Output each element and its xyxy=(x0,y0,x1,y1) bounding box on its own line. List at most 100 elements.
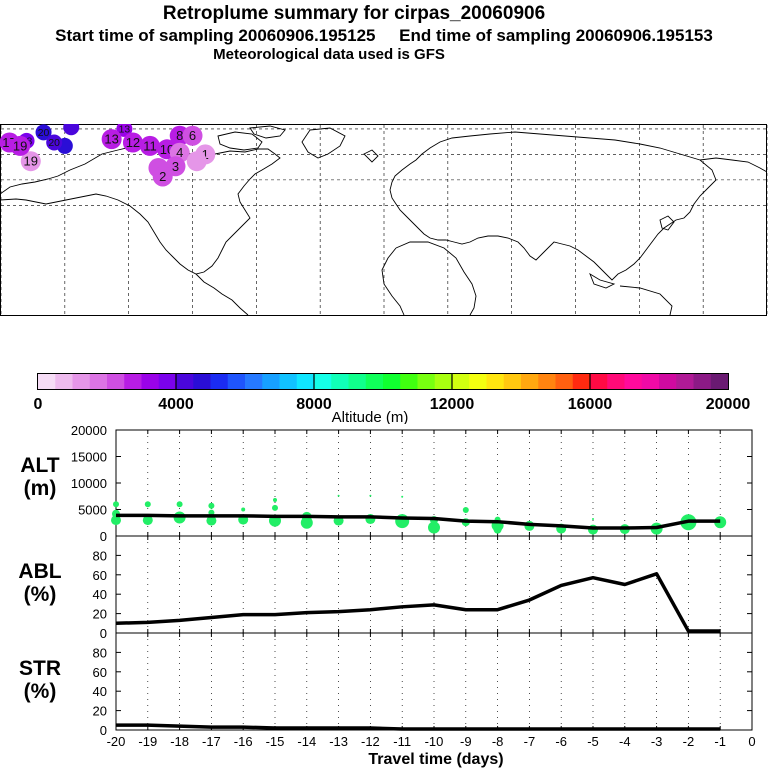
x-tick-label: -2 xyxy=(683,734,695,749)
y-tick-label: 20000 xyxy=(71,423,107,438)
colorbar-ticks: 0 4000 8000 12000 16000 20000 xyxy=(34,374,751,413)
trajectory-dot xyxy=(10,135,31,156)
x-tick-label: -4 xyxy=(619,734,631,749)
altitude-dot xyxy=(337,494,340,497)
trajectory-point xyxy=(63,124,80,136)
x-tick-label: 0 xyxy=(748,734,755,749)
colorbar-cell xyxy=(434,374,453,389)
coastlines xyxy=(0,125,768,316)
altitude-dot xyxy=(241,507,246,512)
y-axis-label: (m) xyxy=(24,477,57,500)
colorbar-cell xyxy=(38,374,56,389)
y-tick-label: 10000 xyxy=(71,476,107,491)
trajectory-point: 20 xyxy=(46,134,63,151)
y-tick-label: 40 xyxy=(93,587,107,602)
colorbar-tick-label: 8000 xyxy=(296,396,332,413)
y-tick-label: 60 xyxy=(93,568,107,583)
x-tick-label: -13 xyxy=(329,734,348,749)
altitude-dot xyxy=(592,518,594,521)
colorbar-cell xyxy=(279,374,298,389)
trajectory-day-label: 1 xyxy=(202,147,209,162)
y-tick-label: 20 xyxy=(93,607,107,622)
colorbar-cell xyxy=(193,374,211,389)
x-tick-label: -5 xyxy=(587,734,599,749)
altitude-dot xyxy=(144,501,151,508)
altitude-dot xyxy=(206,515,217,526)
trajectory-dot xyxy=(182,125,203,146)
colorbar-cell xyxy=(365,374,384,389)
colorbar-cell xyxy=(624,374,643,389)
x-tick-label: -1 xyxy=(714,734,726,749)
colorbar-cell xyxy=(486,374,505,389)
trajectory-dot xyxy=(20,151,41,172)
colorbar-cell xyxy=(314,374,332,389)
altitude-dot xyxy=(300,516,313,529)
trajectory-point: 12 xyxy=(122,132,143,153)
trajectory-day-label: 13 xyxy=(119,125,131,136)
colorbar-cell xyxy=(538,374,556,389)
trajectory-point: 6 xyxy=(182,125,203,146)
trajectory-day-label: 11 xyxy=(143,138,157,153)
trajectory-dot xyxy=(122,132,143,153)
trajectory-point: 20 xyxy=(35,124,52,141)
trajectory-day-label: 12 xyxy=(126,135,140,150)
trajectory-point: 19 xyxy=(20,151,41,172)
colorbar-cell xyxy=(331,374,349,389)
altitude-dot xyxy=(208,502,215,509)
x-tick-label: -7 xyxy=(524,734,536,749)
y-tick-label: 80 xyxy=(93,548,107,563)
sampling-times: Start time of sampling 20060906.195125 E… xyxy=(55,26,713,45)
colorbar-cell xyxy=(693,374,712,389)
map-frame xyxy=(0,124,767,316)
trajectory-day-label: 19 xyxy=(13,138,27,153)
altitude-colorbar: 0 4000 8000 12000 16000 20000 Altitude (m) xyxy=(34,373,751,424)
x-axis: -20 -19 -18 -17 -16 -15 -14 -13 -12 -11 -10 -9 -8 -7-… xyxy=(107,734,756,749)
colorbar-cell xyxy=(383,374,401,389)
trajectory-day-label: 3 xyxy=(172,159,179,174)
trajectory-dot xyxy=(35,124,52,141)
trajectory-points: 1718191920201313121110864132 xyxy=(0,124,216,187)
altitude-dot xyxy=(493,525,502,534)
altitude-dot xyxy=(272,504,278,511)
colorbar-cell xyxy=(572,374,591,389)
trajectory-day-label: 19 xyxy=(24,154,38,169)
x-tick-label: -12 xyxy=(361,734,380,749)
trajectory-dot xyxy=(152,166,173,187)
colorbar-cell xyxy=(348,374,367,389)
y-tick-label: 15000 xyxy=(71,450,107,465)
y-tick-label: 0 xyxy=(100,529,107,544)
y-tick-label: 0 xyxy=(100,626,107,641)
x-tick-label: -8 xyxy=(492,734,504,749)
x-tick-label: -6 xyxy=(555,734,567,749)
altitude-dot xyxy=(273,497,277,502)
colorbar-cell xyxy=(210,374,229,389)
y-tick-label: 80 xyxy=(93,645,107,660)
x-tick-label: -9 xyxy=(460,734,472,749)
altitude-dot xyxy=(428,521,440,534)
colorbar-cell xyxy=(469,374,487,389)
y-tick-label: 20 xyxy=(93,704,107,719)
x-tick-label: -16 xyxy=(234,734,253,749)
colorbar-tick-label: 16000 xyxy=(568,396,613,413)
trajectory-point: 2 xyxy=(152,166,173,187)
colorbar-tick-label: 4000 xyxy=(158,396,194,413)
y-axis-label: ABL xyxy=(18,560,61,583)
y-axis-label: ALT xyxy=(20,454,59,477)
trajectory-point xyxy=(186,151,207,172)
altitude-dot xyxy=(113,501,119,508)
colorbar-cell xyxy=(659,374,677,389)
colorbar-tick-label: 20000 xyxy=(706,396,751,413)
median-line-str xyxy=(116,723,721,731)
median-line-abl xyxy=(115,572,721,633)
colorbar-tick-label: 12000 xyxy=(430,396,475,413)
colorbar-cell xyxy=(176,374,194,389)
colorbar-label: Altitude (m) xyxy=(332,409,409,424)
trajectory-dot xyxy=(46,134,63,151)
trajectory-day-label: 20 xyxy=(38,128,50,139)
median-line-alt xyxy=(116,513,721,530)
colorbar-frame xyxy=(37,373,729,390)
y-tick-label: 40 xyxy=(93,684,107,699)
colorbar-cell xyxy=(72,374,91,389)
trajectory-point: 19 xyxy=(10,135,31,156)
